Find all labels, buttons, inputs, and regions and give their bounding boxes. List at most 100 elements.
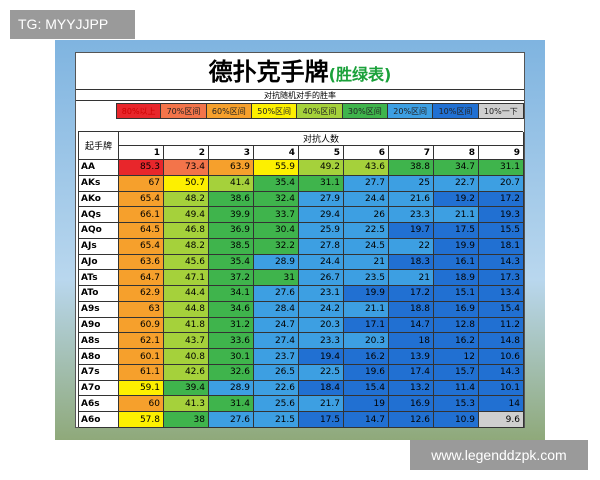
win-rate-cell: 24.4: [299, 254, 344, 271]
win-rate-cell: 16.9: [434, 301, 479, 318]
win-rate-cell: 25.9: [299, 223, 344, 239]
win-rate-cell: 31.4: [209, 396, 254, 413]
win-rate-cell: 24.4: [344, 191, 389, 208]
column-header: 3: [209, 146, 254, 160]
win-rate-cell: 19.9: [434, 238, 479, 255]
win-rate-cell: 39.4: [164, 380, 209, 397]
win-rate-cell: 35.4: [209, 254, 254, 271]
win-rate-cell: 17.3: [479, 270, 524, 287]
win-rate-cell: 23.5: [344, 270, 389, 287]
table-panel: 德扑克手牌(胜绿表) 对抗随机对手的胜率 80%以上 70%区间 60%区间 50%区…: [75, 52, 525, 428]
win-rate-cell: 33.6: [209, 333, 254, 350]
win-rate-cell: 17.5: [299, 412, 344, 428]
win-rate-cell: 73.4: [164, 160, 209, 176]
legend: 80%以上 70%区间 60%区间 50%区间 40%区间 30%区间 20%区间 10%区间…: [116, 103, 524, 119]
win-rate-cell: 16.9: [389, 396, 434, 413]
win-rate-cell: 15.4: [344, 380, 389, 397]
hand-label: AJo: [79, 254, 119, 271]
win-rate-cell: 17.5: [434, 223, 479, 239]
win-rate-cell: 15.7: [434, 364, 479, 381]
win-rate-cell: 63.6: [119, 254, 164, 271]
column-header: 9: [479, 146, 524, 160]
win-rate-cell: 18.8: [389, 301, 434, 318]
win-rate-cell: 12.6: [389, 412, 434, 428]
win-rate-cell: 60: [119, 396, 164, 413]
watermark: TG: MYYJJPP: [10, 10, 135, 39]
win-rate-cell: 32.6: [209, 364, 254, 381]
win-rate-cell: 31.1: [299, 175, 344, 192]
win-rate-cell: 60.9: [119, 317, 164, 334]
win-rate-cell: 49.4: [164, 207, 209, 224]
win-rate-cell: 60.1: [119, 349, 164, 365]
win-rate-cell: 38: [164, 412, 209, 428]
win-rate-cell: 21.7: [299, 396, 344, 413]
win-rate-cell: 15.3: [434, 396, 479, 413]
win-rate-cell: 48.2: [164, 191, 209, 208]
title-note: (胜绿表): [328, 65, 392, 84]
win-rate-cell: 38.6: [209, 191, 254, 208]
win-rate-cell: 17.2: [389, 286, 434, 302]
win-rate-cell: 10.1: [479, 380, 524, 397]
win-rate-cell: 19: [344, 396, 389, 413]
subtitle: 对抗随机对手的胜率: [76, 89, 524, 101]
win-rate-cell: 28.9: [254, 254, 299, 271]
win-rate-cell: 20.3: [344, 333, 389, 350]
win-rate-cell: 26.5: [254, 364, 299, 381]
column-header: 5: [299, 146, 344, 160]
legend-item: 60%区间: [206, 103, 252, 119]
win-rate-cell: 59.1: [119, 380, 164, 397]
title-row: 德扑克手牌(胜绿表): [76, 55, 524, 89]
win-rate-cell: 45.6: [164, 254, 209, 271]
win-rate-cell: 61.1: [119, 364, 164, 381]
legend-item: 20%区间: [388, 103, 434, 119]
win-rate-cell: 25: [389, 175, 434, 192]
win-rate-cell: 9.6: [479, 412, 524, 428]
hand-label: A9o: [79, 317, 119, 334]
win-rate-cell: 28.9: [209, 380, 254, 397]
win-rate-cell: 11.4: [434, 380, 479, 397]
win-rate-cell: 41.4: [209, 175, 254, 192]
win-rate-cell: 17.1: [344, 317, 389, 334]
win-rate-cell: 40.8: [164, 349, 209, 365]
win-rate-cell: 23.3: [299, 333, 344, 350]
win-rate-cell: 24.5: [344, 238, 389, 255]
win-rate-cell: 55.9: [254, 160, 299, 176]
win-rate-cell: 37.2: [209, 270, 254, 287]
win-rate-cell: 24.2: [299, 301, 344, 318]
win-rate-cell: 35.4: [254, 175, 299, 192]
legend-item: 10%区间: [433, 103, 479, 119]
win-rate-cell: 23.7: [254, 349, 299, 365]
win-rate-cell: 31.2: [209, 317, 254, 334]
hand-label: AKo: [79, 191, 119, 208]
win-rate-cell: 10.6: [479, 349, 524, 365]
win-rate-cell: 21.1: [344, 301, 389, 318]
win-rate-cell: 36.9: [209, 223, 254, 239]
win-rate-cell: 30.4: [254, 223, 299, 239]
hand-label: AQo: [79, 223, 119, 239]
win-rate-cell: 22.7: [434, 175, 479, 192]
column-header: 6: [344, 146, 389, 160]
win-rate-cell: 15.1: [434, 286, 479, 302]
win-rate-cell: 34.6: [209, 301, 254, 318]
win-rate-cell: 18.4: [299, 380, 344, 397]
win-rate-cell: 50.7: [164, 175, 209, 192]
column-header: 1: [119, 146, 164, 160]
win-rate-cell: 27.4: [254, 333, 299, 350]
win-rate-cell: 12: [434, 349, 479, 365]
win-rate-cell: 14.3: [479, 364, 524, 381]
win-rate-cell: 22.5: [344, 223, 389, 239]
win-rate-cell: 31: [254, 270, 299, 287]
win-rate-cell: 18.1: [479, 238, 524, 255]
win-rate-cell: 39.9: [209, 207, 254, 224]
win-rate-cell: 44.8: [164, 301, 209, 318]
win-rate-cell: 48.2: [164, 238, 209, 255]
win-rate-cell: 16.2: [434, 333, 479, 350]
group-header: 对抗人数: [119, 132, 524, 146]
win-rate-cell: 18.3: [389, 254, 434, 271]
win-rate-cell: 14.3: [479, 254, 524, 271]
win-rate-cell: 12.8: [434, 317, 479, 334]
win-rate-cell: 30.1: [209, 349, 254, 365]
win-rate-cell: 27.7: [344, 175, 389, 192]
win-rate-cell: 63.9: [209, 160, 254, 176]
legend-item: 50%区间: [252, 103, 298, 119]
